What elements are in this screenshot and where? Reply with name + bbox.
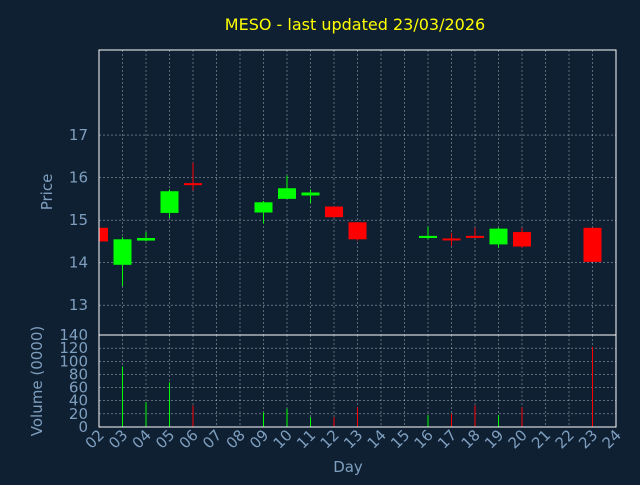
x-tick-label: 24 — [599, 426, 625, 452]
candle-body-23 — [583, 227, 602, 262]
volume-tick-label: 60 — [69, 379, 88, 397]
x-tick-label: 08 — [223, 426, 249, 452]
candle-body-11 — [301, 192, 320, 196]
candle-body-20 — [513, 232, 531, 247]
x-tick-label: 11 — [293, 426, 319, 452]
x-tick-label: 19 — [481, 426, 507, 452]
chart-title: MESO - last updated 23/03/2026 — [225, 15, 485, 34]
candle-body-16 — [419, 235, 437, 239]
price-tick-label: 14 — [69, 254, 88, 272]
candle-body-10 — [278, 188, 296, 199]
volume-tick-label: 120 — [59, 339, 88, 357]
x-tick-label: 12 — [317, 426, 343, 452]
volume-tick-label: 140 — [59, 326, 88, 344]
x-tick-label: 07 — [199, 426, 225, 452]
x-tick-label: 10 — [270, 426, 296, 452]
volume-bars — [122, 346, 593, 427]
x-tick-labels: 0203040506070809101112131415161718192021… — [82, 426, 625, 452]
candle-body-13 — [348, 222, 367, 240]
x-tick-label: 17 — [434, 426, 460, 452]
x-tick-label: 15 — [387, 426, 413, 452]
x-tick-label: 09 — [246, 426, 272, 452]
volume-panel-frame — [98, 334, 617, 428]
x-tick-label: 21 — [528, 426, 554, 452]
price-tick-label: 15 — [69, 211, 88, 229]
candle-body-02 — [99, 227, 108, 242]
x-tick-label: 22 — [552, 426, 578, 452]
x-axis-label: Day — [333, 458, 363, 476]
volume-axis-label: Volume (0000) — [28, 326, 46, 436]
price-tick-label: 13 — [69, 296, 88, 314]
x-tick-label: 05 — [152, 426, 178, 452]
volume-tick-label: 0 — [78, 418, 88, 436]
x-tick-label: 18 — [458, 426, 484, 452]
price-axis-label: Price — [38, 174, 56, 211]
x-tick-label: 13 — [340, 426, 366, 452]
price-tick-label: 16 — [69, 169, 88, 187]
volume-tick-label: 100 — [59, 352, 88, 370]
x-tick-label: 03 — [105, 426, 131, 452]
candle-body-19 — [489, 228, 508, 245]
x-tick-label: 06 — [176, 426, 202, 452]
candle-body-12 — [325, 206, 343, 218]
price-grid — [98, 50, 617, 335]
price-tick-labels: 13 14 15 16 17 — [69, 126, 88, 314]
candle-body-03 — [113, 239, 132, 265]
candle-body-06 — [184, 183, 202, 186]
candle-body-17 — [442, 238, 461, 241]
x-tick-label: 20 — [505, 426, 531, 452]
x-tick-label: 16 — [411, 426, 437, 452]
x-tick-label: 14 — [364, 426, 390, 452]
volume-tick-label: 80 — [69, 365, 88, 383]
candle-body-05 — [160, 191, 179, 213]
x-tick-label: 23 — [575, 426, 601, 452]
x-tick-label: 04 — [129, 426, 155, 452]
volume-tick-label: 40 — [69, 392, 88, 410]
price-tick-label: 17 — [69, 126, 88, 144]
candle-body-18 — [466, 235, 484, 238]
candle-body-09 — [254, 202, 273, 213]
volume-tick-label: 20 — [69, 405, 88, 423]
candle-body-04 — [137, 238, 155, 241]
candles — [98, 162, 602, 287]
